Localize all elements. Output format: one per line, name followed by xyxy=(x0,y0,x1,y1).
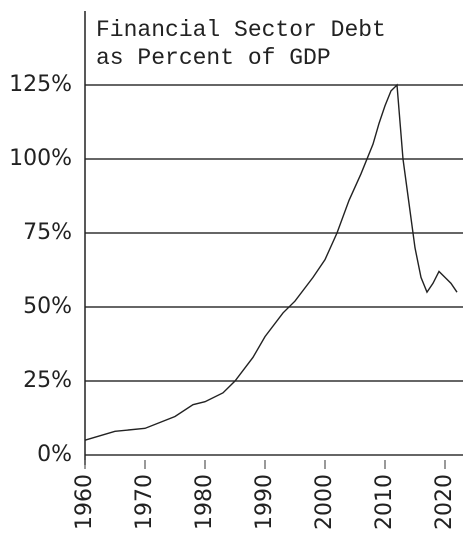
y-tick-label: 125% xyxy=(9,72,72,97)
y-tick-label: 100% xyxy=(9,146,72,171)
data-line xyxy=(84,83,458,441)
y-tick-label: 25% xyxy=(23,368,72,393)
x-tick-label: 1960 xyxy=(72,474,97,530)
x-tick-label: 2000 xyxy=(312,474,337,530)
chart-title: Financial Sector Debt xyxy=(96,17,386,43)
x-tick-label: 1970 xyxy=(132,474,157,530)
y-tick-label: 50% xyxy=(23,294,72,319)
x-tick-label: 1980 xyxy=(192,474,217,530)
x-tick-label: 2010 xyxy=(372,474,397,530)
y-tick-label: 0% xyxy=(37,442,72,467)
x-tick-label: 1990 xyxy=(252,474,277,530)
x-tick-label: 2020 xyxy=(432,474,457,530)
chart-title: as Percent of GDP xyxy=(96,45,331,71)
y-tick-label: 75% xyxy=(23,220,72,245)
